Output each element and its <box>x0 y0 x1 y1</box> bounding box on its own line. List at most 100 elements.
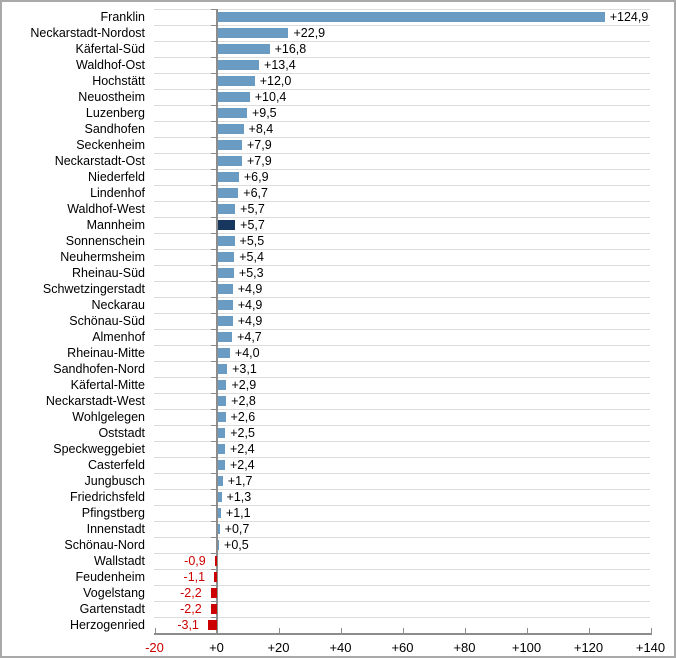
bar <box>217 108 247 118</box>
category-label: Innenstadt <box>86 522 145 536</box>
bar <box>217 508 221 518</box>
category-label: Almenhof <box>92 330 145 344</box>
gridline <box>154 281 650 282</box>
value-label: -2,2 <box>180 586 202 600</box>
value-label: +1,3 <box>226 490 252 504</box>
category-label: Neckarstadt-Nordost <box>30 26 145 40</box>
value-label: +9,5 <box>251 106 277 120</box>
gridline <box>154 425 650 426</box>
gridline <box>154 233 650 234</box>
category-axis-tick <box>210 169 216 170</box>
bar <box>217 172 239 182</box>
bar <box>217 124 244 134</box>
category-axis-tick <box>210 441 216 442</box>
category-label: Casterfeld <box>88 458 145 472</box>
category-label: Rheinau-Süd <box>72 266 145 280</box>
gridline <box>154 313 650 314</box>
gridline <box>154 393 650 394</box>
x-tick-label: +80 <box>453 640 476 655</box>
bar <box>217 60 260 70</box>
category-axis-tick <box>210 73 216 74</box>
bar <box>217 92 250 102</box>
value-label: +2,4 <box>229 442 255 456</box>
category-axis-tick <box>210 537 216 538</box>
value-label: +6,7 <box>243 186 268 200</box>
gridline <box>154 9 650 10</box>
bar <box>217 76 255 86</box>
bar <box>217 188 239 198</box>
zero-baseline <box>215 9 218 635</box>
x-tick-label: +140 <box>635 640 666 655</box>
x-tick-label: +20 <box>267 640 290 655</box>
bar <box>217 316 233 326</box>
gridline <box>154 249 650 250</box>
category-axis-tick <box>210 569 216 570</box>
category-axis-tick <box>210 521 216 522</box>
category-label: Sandhofen <box>84 122 145 136</box>
category-axis-tick <box>210 313 216 314</box>
value-label: +10,4 <box>254 90 287 104</box>
value-label: +22,9 <box>293 26 326 40</box>
category-axis-tick <box>210 585 216 586</box>
value-label: -2,2 <box>180 602 202 616</box>
category-label: Oststadt <box>98 426 145 440</box>
gridline <box>154 441 650 442</box>
bar <box>217 156 242 166</box>
category-axis-tick <box>210 153 216 154</box>
category-axis-tick <box>210 25 216 26</box>
value-label: +2,6 <box>230 410 256 424</box>
category-axis-tick <box>210 345 216 346</box>
category-axis-tick <box>210 425 216 426</box>
category-label: Feudenheim <box>75 570 146 584</box>
category-label: Neuostheim <box>78 90 145 104</box>
category-axis-tick <box>210 265 216 266</box>
gridline <box>154 25 650 26</box>
gridline <box>154 217 650 218</box>
bar <box>217 460 225 470</box>
category-axis-tick <box>210 553 216 554</box>
category-label: Schönau-Nord <box>64 538 145 552</box>
category-label: Franklin <box>100 10 145 24</box>
category-label: Luzenberg <box>85 106 145 120</box>
bar <box>210 588 218 598</box>
gridline <box>154 489 650 490</box>
gridline <box>154 585 650 586</box>
value-label: +4,9 <box>237 298 263 312</box>
gridline <box>154 137 650 138</box>
bar <box>217 476 223 486</box>
value-label: +5,7 <box>240 218 265 232</box>
x-tick-label: +100 <box>511 640 542 655</box>
category-axis-tick <box>210 393 216 394</box>
category-label: Käfertal-Mitte <box>70 378 145 392</box>
category-axis-tick <box>210 185 216 186</box>
gridline <box>154 521 650 522</box>
category-axis-tick <box>210 9 216 10</box>
x-axis-tick <box>589 628 590 633</box>
x-axis-tick <box>217 628 218 633</box>
bar <box>217 284 233 294</box>
category-axis-tick <box>210 137 216 138</box>
category-axis-tick <box>210 601 216 602</box>
gridline <box>154 377 650 378</box>
bar <box>217 220 236 230</box>
bar <box>217 140 242 150</box>
value-label: -1,1 <box>183 570 206 584</box>
category-label: Schönau-Süd <box>69 314 145 328</box>
category-axis-tick <box>210 105 216 106</box>
category-axis-tick <box>210 249 216 250</box>
category-axis-tick <box>210 121 216 122</box>
category-label: Wohlgelegen <box>72 410 145 424</box>
category-label: Neuhermsheim <box>60 250 145 264</box>
value-label: +12,0 <box>259 74 292 88</box>
category-label: Jungbusch <box>84 474 145 488</box>
value-label: +4,9 <box>237 314 263 328</box>
value-label: +5,7 <box>240 202 265 216</box>
bar <box>217 524 220 534</box>
category-axis-tick <box>210 361 216 362</box>
category-axis-tick <box>210 217 216 218</box>
bar <box>217 28 289 38</box>
gridline <box>154 185 650 186</box>
x-axis-tick <box>527 628 528 633</box>
value-label: +0,7 <box>224 522 250 536</box>
gridline <box>154 473 650 474</box>
